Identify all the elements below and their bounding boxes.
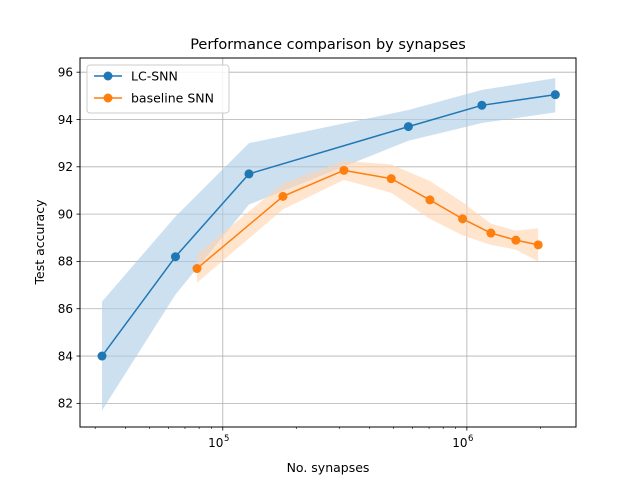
legend-marker-baseline-snn	[103, 93, 113, 103]
point-baseline-snn	[458, 214, 468, 224]
y-tick-label: 92	[58, 160, 73, 174]
point-baseline-snn	[425, 195, 435, 205]
y-tick-label: 82	[58, 397, 73, 411]
point-lc-snn	[170, 252, 180, 262]
band-lc-snn	[102, 78, 556, 411]
line-lc-snn	[101, 93, 556, 357]
axes-frame	[79, 57, 577, 428]
point-lc-snn	[477, 100, 487, 110]
series-markers	[97, 90, 560, 361]
point-baseline-snn	[386, 174, 396, 184]
y-axis-label: Test accuracy	[32, 199, 47, 286]
legend: LC-SNN baseline SNN	[86, 64, 230, 114]
y-tick-label: 84	[58, 349, 73, 363]
y-tick-label: 88	[58, 255, 73, 269]
legend-marker-lc-snn	[103, 71, 113, 81]
legend-box	[86, 64, 230, 114]
point-lc-snn	[97, 351, 107, 361]
legend-label-baseline-snn: baseline SNN	[131, 91, 214, 106]
point-lc-snn	[403, 122, 413, 132]
y-tick-label: 86	[58, 302, 73, 316]
confidence-bands	[102, 78, 556, 411]
point-baseline-snn	[486, 228, 496, 238]
point-baseline-snn	[533, 240, 543, 250]
point-baseline-snn	[339, 165, 349, 175]
legend-label-lc-snn: LC-SNN	[131, 69, 178, 84]
y-tick-label: 90	[58, 207, 73, 221]
point-baseline-snn	[192, 264, 202, 274]
y-tick-label: 94	[58, 113, 73, 127]
point-baseline-snn	[278, 191, 288, 201]
point-lc-snn	[550, 90, 560, 100]
x-axis-label: No. synapses	[287, 460, 370, 475]
y-tick-label: 96	[58, 65, 73, 79]
point-lc-snn	[244, 169, 254, 179]
point-baseline-snn	[511, 235, 521, 245]
band-baseline-snn	[196, 160, 539, 283]
chart-title: Performance comparison by synapses	[190, 37, 466, 53]
